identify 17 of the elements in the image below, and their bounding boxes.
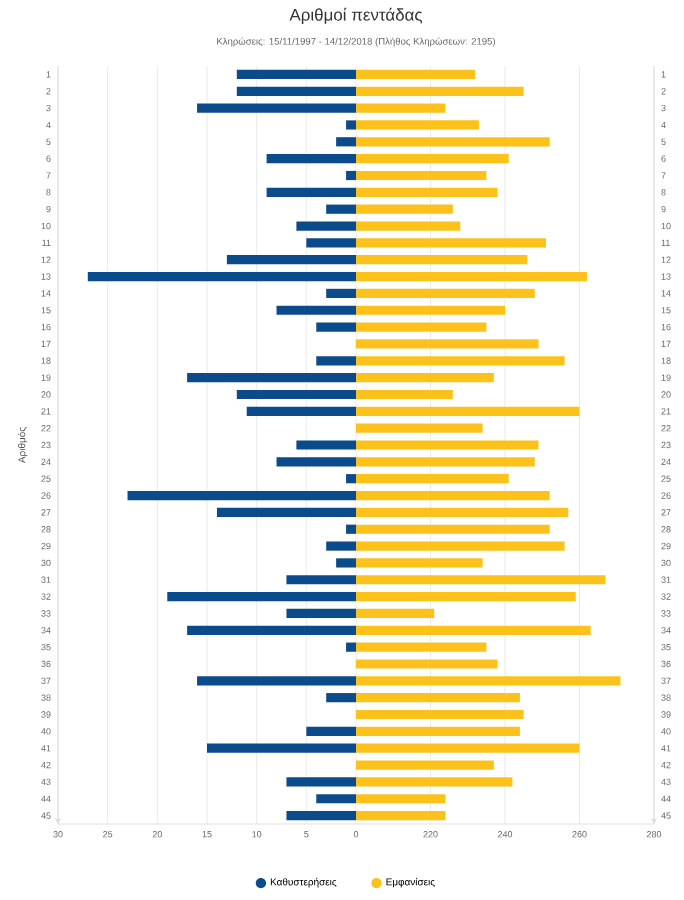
bar: [326, 204, 356, 214]
chart-title: Αριθμοί πεντάδας: [289, 7, 423, 25]
bar: [336, 558, 356, 568]
bar: [346, 524, 356, 534]
bar: [346, 474, 356, 484]
bar: [326, 288, 356, 299]
bar: [306, 238, 356, 248]
bar: [326, 693, 356, 703]
bar: [326, 541, 356, 551]
bar: [346, 120, 356, 130]
bar: [306, 726, 356, 736]
bar: [336, 137, 356, 147]
bar: [286, 575, 356, 585]
bar: [316, 356, 356, 366]
bar: [316, 322, 356, 332]
bar: [346, 642, 356, 652]
bar: [346, 170, 356, 181]
